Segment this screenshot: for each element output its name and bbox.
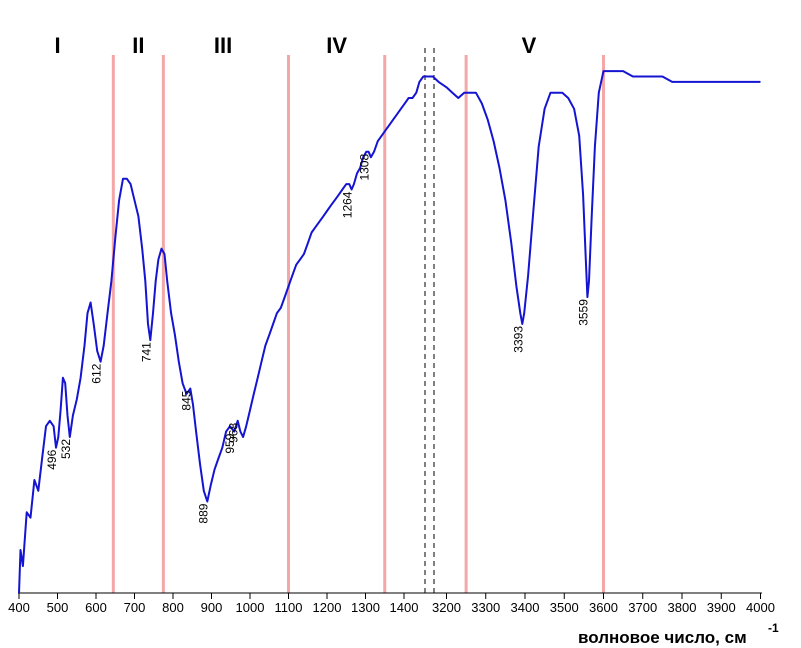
x-tick-label: 4000 [746,600,775,615]
x-tick-label: 1300 [351,600,380,615]
peak-label: 1308 [358,154,372,181]
peak-label: 959 [223,433,237,453]
x-tick-label: 3300 [471,600,500,615]
x-tick-label: 1200 [313,600,342,615]
x-tick-label: 500 [47,600,69,615]
peak-label: 3559 [576,299,590,326]
spectrum-series [18,70,761,594]
peak-label: 612 [90,363,104,383]
peak-label: 741 [139,342,153,362]
peak-label: 845 [179,390,193,410]
region-boundary-lines [111,55,605,593]
x-axis-ticks: 400 500 600 700 800 900 1000 1100 1200 1300 1400 32… [8,593,775,615]
x-tick-label: 700 [124,600,146,615]
x-tick-label: 1100 [275,600,303,615]
spectrum-line [18,70,761,594]
x-tick-label: 3700 [628,600,657,615]
x-tick-label: 1000 [236,600,265,615]
region-label: IV [326,33,347,58]
region-labels: I II III IV V [54,33,536,58]
x-tick-label: 800 [162,600,184,615]
x-tick-label: 3400 [511,600,540,615]
region-label: V [522,33,537,58]
region-label: I [54,33,60,58]
peak-label: 496 [45,449,59,469]
x-tick-label: 3500 [550,600,579,615]
region-label: III [214,33,232,58]
x-tick-label: 3900 [707,600,736,615]
x-tick-label: 3600 [589,600,618,615]
x-axis-title-superscript: -1 [768,621,779,635]
x-tick-label: 3800 [668,600,697,615]
x-tick-label: 1400 [390,600,419,615]
x-tick-label: 400 [8,600,30,615]
x-tick-label: 600 [85,600,107,615]
x-axis-title: волновое число, см [578,628,747,647]
region-label: II [132,33,144,58]
x-tick-label: 900 [201,600,223,615]
peak-label: 532 [59,439,73,459]
peak-label: 3393 [511,326,525,353]
peak-label: 889 [196,503,210,523]
axis-break-lines [424,48,435,593]
x-tick-label: 3200 [432,600,461,615]
peak-label: 968 [227,423,241,443]
peak-label: 1264 [341,191,355,218]
